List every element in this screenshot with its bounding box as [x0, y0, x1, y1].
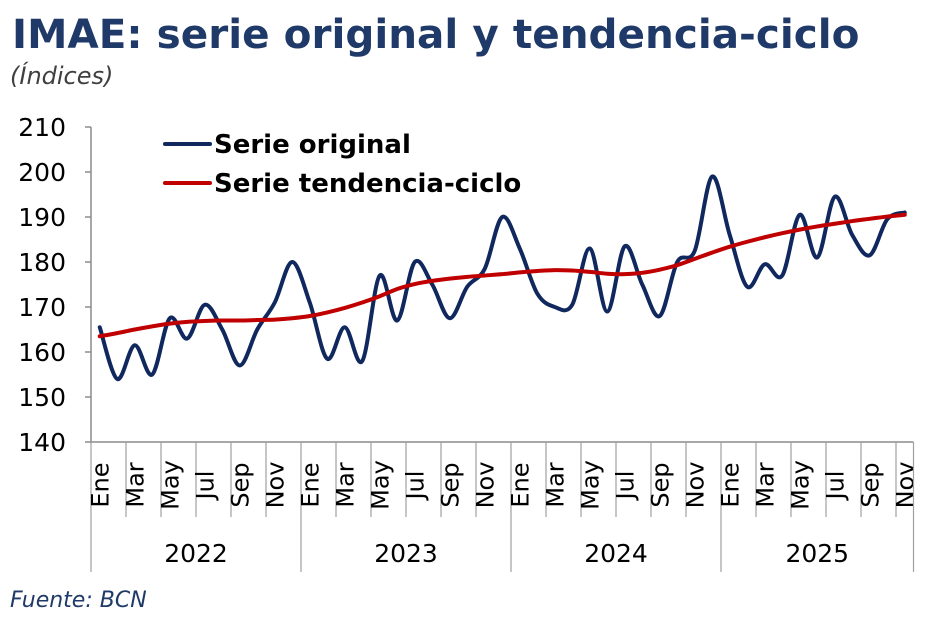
- x-tick-label-month: Sep: [856, 462, 884, 507]
- x-tick-label-month: May: [576, 460, 604, 510]
- x-tick-label-month: Ene: [716, 462, 744, 507]
- x-tick-label-month: May: [366, 460, 394, 510]
- chart-subtitle: (Índices): [10, 61, 113, 90]
- x-group-label-year: 2025: [785, 539, 849, 568]
- y-axis: 140 150 160 170 180 190 200 210: [18, 113, 92, 457]
- x-tick-label-month: Sep: [436, 462, 464, 507]
- x-tick-label-month: Sep: [226, 462, 254, 507]
- x-tick-label-month: Jul: [821, 471, 849, 502]
- x-tick-label-month: May: [156, 460, 184, 510]
- y-tick-label: 190: [18, 203, 66, 232]
- x-tick-label-month: May: [786, 460, 814, 510]
- x-group-label-year: 2024: [584, 539, 648, 568]
- legend-item-original: Serie original: [163, 130, 411, 160]
- y-tick-label: 170: [18, 293, 66, 322]
- x-group-label-year: 2023: [374, 539, 438, 568]
- x-tick-label-month: Nov: [891, 462, 919, 509]
- legend-label-trend: Serie tendencia-ciclo: [214, 169, 521, 199]
- series-line-original: [97, 174, 907, 382]
- x-tick-label-month: Sep: [646, 462, 674, 507]
- y-tick-label: 200: [18, 158, 66, 187]
- legend: Serie original Serie tendencia-ciclo: [163, 130, 521, 199]
- x-tick-label-month: Nov: [471, 462, 499, 509]
- x-tick-label-month: Ene: [506, 462, 534, 507]
- x-tick-label-month: Mar: [121, 462, 149, 507]
- source-note: Fuente: BCN: [10, 588, 147, 613]
- x-tick-label-month: Mar: [541, 462, 569, 507]
- x-tick-label-month: Ene: [86, 462, 114, 507]
- series-line-trend: [97, 212, 907, 339]
- y-tick-label: 150: [18, 383, 66, 412]
- y-tick-label: 210: [18, 113, 66, 142]
- chart-title: IMAE: serie original y tendencia-ciclo: [12, 10, 859, 58]
- plot-area: [97, 174, 907, 382]
- x-tick-label-month: Ene: [296, 462, 324, 507]
- legend-label-original: Serie original: [214, 130, 411, 160]
- x-tick-label-month: Jul: [611, 471, 639, 502]
- y-tick-label: 180: [18, 248, 66, 277]
- x-tick-label-month: Mar: [751, 462, 779, 507]
- x-tick-label-month: Jul: [191, 471, 219, 502]
- y-tick-label: 160: [18, 338, 66, 367]
- x-tick-label-month: Nov: [681, 462, 709, 509]
- x-group-label-year: 2022: [164, 539, 228, 568]
- x-tick-label-month: Jul: [401, 471, 429, 502]
- x-tick-label-month: Mar: [331, 462, 359, 507]
- y-tick-label: 140: [18, 428, 66, 457]
- legend-item-trend: Serie tendencia-ciclo: [163, 169, 521, 199]
- x-tick-label-month: Nov: [261, 462, 289, 509]
